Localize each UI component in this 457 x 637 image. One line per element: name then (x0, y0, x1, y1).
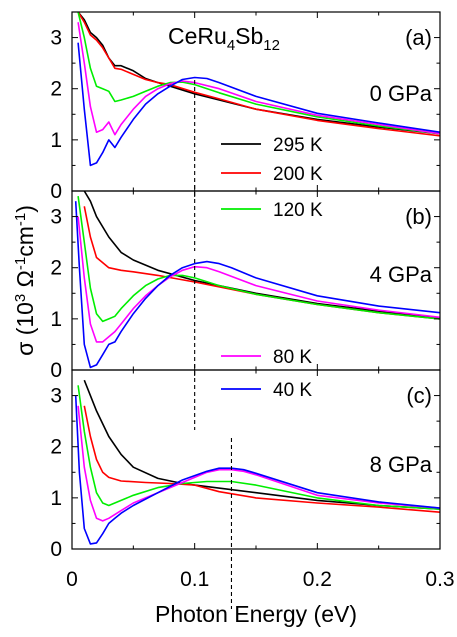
axis-ticks (71, 369, 441, 550)
y-axis-label: σ (103 Ω-1cm-1) (12, 205, 38, 356)
series-120k (77, 385, 440, 510)
series-200k (83, 405, 440, 513)
y-tick-label: 1 (50, 308, 62, 331)
panels: (a) 0 GPa (b) 4 GPa (c) 8 GPa (71, 11, 441, 609)
legend-label: 80 K (273, 347, 312, 368)
y-tick-label: 3 (50, 27, 62, 50)
series-40k (74, 201, 440, 369)
pressure-label: 4 GPa (370, 262, 433, 287)
series-80k (77, 22, 440, 136)
x-tick-label: 0.1 (180, 568, 209, 591)
y-tick-label: 0 (50, 538, 62, 561)
pressure-label: 0 GPa (370, 81, 433, 106)
series-40k (77, 42, 440, 167)
x-axis-label: Photon Energy (eV) (155, 601, 357, 627)
series-295k (83, 191, 440, 319)
x-tick-label: 0.2 (303, 568, 332, 591)
panel-label: (b) (405, 204, 432, 229)
y-tick-label: 1 (50, 487, 62, 510)
y-tick-label: 0 (50, 359, 62, 382)
series-80k (77, 216, 440, 343)
panel-c: (c) 8 GPa (71, 369, 441, 609)
series-120k (77, 12, 440, 135)
legend-label: 200 K (273, 164, 323, 185)
series-80k (77, 405, 440, 522)
y-tick-label: 2 (50, 78, 62, 101)
pressure-label: 8 GPa (370, 452, 433, 477)
x-tick-label: 0 (66, 568, 78, 591)
panel-b: (b) 4 GPa (71, 190, 441, 430)
series-120k (77, 195, 440, 323)
y-tick-label: 2 (50, 257, 62, 280)
y-tick-label: 3 (50, 206, 62, 229)
legend-label: 295 K (273, 135, 323, 156)
panel-label: (c) (406, 383, 432, 408)
tick-labels: 0 1 2 3 0 1 2 3 0 1 2 3 0 0.1 0.2 0.3 (50, 27, 454, 591)
series-295k (83, 379, 440, 510)
legend-item: 200 K (221, 164, 323, 185)
legend-label: 120 K (273, 200, 323, 221)
panel-label: (a) (405, 25, 432, 50)
y-tick-label: 0 (50, 180, 62, 203)
y-tick-label: 3 (50, 385, 62, 408)
legend: 295 K 200 K 120 K 80 K 40 K (221, 135, 323, 401)
series-200k (77, 12, 440, 137)
y-tick-label: 1 (50, 129, 62, 152)
legend-item: 40 K (221, 380, 312, 401)
series-40k (74, 395, 440, 545)
chart-title: CeRu4Sb12 (168, 23, 280, 54)
legend-item: 120 K (221, 200, 323, 221)
legend-item: 295 K (221, 135, 323, 156)
x-tick-label: 0.3 (425, 568, 454, 591)
legend-label: 40 K (273, 380, 312, 401)
axis-labels: Photon Energy (eV) σ (103 Ω-1cm-1) CeRu4Sb… (12, 23, 357, 627)
legend-item: 80 K (221, 347, 312, 368)
y-tick-label: 2 (50, 436, 62, 459)
